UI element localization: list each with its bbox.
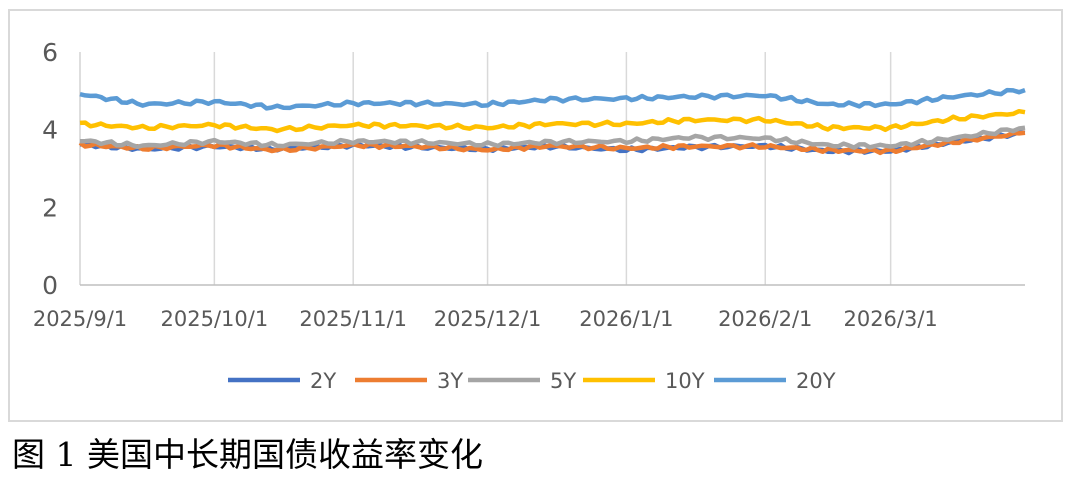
series-line-5Y xyxy=(79,125,1026,150)
x-tick-label: 2026/1/1 xyxy=(579,307,673,331)
x-tick-label: 2025/9/1 xyxy=(33,307,127,331)
y-tick-label: 0 xyxy=(42,271,58,300)
figure-caption: 图 1 美国中长期国债收益率变化 xyxy=(12,435,483,474)
legend-label-20Y: 20Y xyxy=(796,369,836,393)
legend-label-10Y: 10Y xyxy=(665,369,705,393)
chart-frame xyxy=(8,9,1063,422)
y-tick-label: 4 xyxy=(42,116,58,145)
yield-line-chart: 0 2 4 6 2025/9/1 2025/10/1 2025/11/1 2025/12/1 2… xyxy=(33,38,1026,393)
legend-label-5Y: 5Y xyxy=(550,369,576,393)
legend-label-2Y: 2Y xyxy=(310,369,336,393)
x-tick-label: 2026/3/1 xyxy=(843,307,937,331)
x-tick-label: 2025/10/1 xyxy=(161,307,269,331)
series-line-10Y xyxy=(79,108,1026,134)
legend-label-3Y: 3Y xyxy=(437,369,463,393)
x-tick-label: 2026/2/1 xyxy=(718,307,812,331)
x-tick-label: 2025/11/1 xyxy=(299,307,407,331)
series-line-20Y xyxy=(79,87,1026,111)
y-tick-label: 2 xyxy=(42,193,58,222)
x-tick-label: 2025/12/1 xyxy=(434,307,542,331)
y-tick-label: 6 xyxy=(42,38,58,67)
